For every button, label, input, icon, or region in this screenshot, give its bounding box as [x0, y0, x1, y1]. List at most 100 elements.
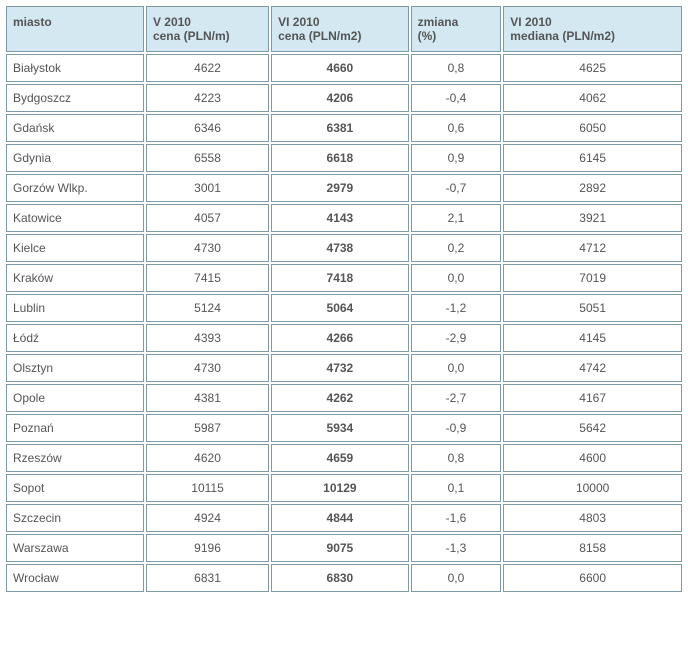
table-row: Gdańsk634663810,66050: [6, 114, 682, 142]
cell-miasto: Sopot: [6, 474, 144, 502]
cell-vi2010: 6830: [271, 564, 408, 592]
cell-vi2010: 10129: [271, 474, 408, 502]
cell-vi2010: 9075: [271, 534, 408, 562]
col-header-vi2010: VI 2010cena (PLN/m2): [271, 6, 408, 52]
cell-v2010: 4622: [146, 54, 269, 82]
cell-zmiana: -1,2: [411, 294, 502, 322]
cell-v2010: 4730: [146, 354, 269, 382]
cell-zmiana: 0,9: [411, 144, 502, 172]
cell-v2010: 4381: [146, 384, 269, 412]
col-header-zmiana: zmiana(%): [411, 6, 502, 52]
table-row: Warszawa91969075-1,38158: [6, 534, 682, 562]
cell-zmiana: 2,1: [411, 204, 502, 232]
col-header-mediana: VI 2010mediana (PLN/m2): [503, 6, 682, 52]
cell-zmiana: -0,4: [411, 84, 502, 112]
cell-mediana: 4712: [503, 234, 682, 262]
cell-miasto: Gorzów Wlkp.: [6, 174, 144, 202]
cell-zmiana: -0,7: [411, 174, 502, 202]
cell-vi2010: 4206: [271, 84, 408, 112]
cell-zmiana: -1,6: [411, 504, 502, 532]
table-row: Rzeszów462046590,84600: [6, 444, 682, 472]
cell-v2010: 4223: [146, 84, 269, 112]
cell-miasto: Wrocław: [6, 564, 144, 592]
cell-v2010: 7415: [146, 264, 269, 292]
cell-vi2010: 2979: [271, 174, 408, 202]
cell-mediana: 7019: [503, 264, 682, 292]
cell-mediana: 6145: [503, 144, 682, 172]
cell-v2010: 4393: [146, 324, 269, 352]
cell-miasto: Szczecin: [6, 504, 144, 532]
cell-zmiana: 0,8: [411, 54, 502, 82]
table-row: Wrocław683168300,06600: [6, 564, 682, 592]
cell-miasto: Poznań: [6, 414, 144, 442]
cell-zmiana: 0,1: [411, 474, 502, 502]
cell-v2010: 6558: [146, 144, 269, 172]
cell-zmiana: 0,8: [411, 444, 502, 472]
table-row: Lublin51245064-1,25051: [6, 294, 682, 322]
cell-mediana: 6600: [503, 564, 682, 592]
cell-zmiana: 0,0: [411, 354, 502, 382]
cell-mediana: 6050: [503, 114, 682, 142]
table-row: Opole43814262-2,74167: [6, 384, 682, 412]
cell-vi2010: 6618: [271, 144, 408, 172]
cell-vi2010: 5064: [271, 294, 408, 322]
cell-zmiana: -1,3: [411, 534, 502, 562]
cell-vi2010: 6381: [271, 114, 408, 142]
cell-v2010: 4924: [146, 504, 269, 532]
table-row: Szczecin49244844-1,64803: [6, 504, 682, 532]
cell-miasto: Rzeszów: [6, 444, 144, 472]
cell-vi2010: 4262: [271, 384, 408, 412]
table-row: Gdynia655866180,96145: [6, 144, 682, 172]
cell-vi2010: 5934: [271, 414, 408, 442]
table-row: Poznań59875934-0,95642: [6, 414, 682, 442]
cell-vi2010: 7418: [271, 264, 408, 292]
cell-mediana: 4625: [503, 54, 682, 82]
cell-miasto: Kielce: [6, 234, 144, 262]
cell-zmiana: -2,9: [411, 324, 502, 352]
cell-vi2010: 4738: [271, 234, 408, 262]
table-row: Katowice405741432,13921: [6, 204, 682, 232]
cell-v2010: 9196: [146, 534, 269, 562]
price-table: miastoV 2010cena (PLN/m)VI 2010cena (PLN…: [4, 4, 684, 594]
cell-vi2010: 4732: [271, 354, 408, 382]
cell-v2010: 4620: [146, 444, 269, 472]
table-row: Bydgoszcz42234206-0,44062: [6, 84, 682, 112]
cell-zmiana: 0,2: [411, 234, 502, 262]
cell-mediana: 5642: [503, 414, 682, 442]
cell-mediana: 4167: [503, 384, 682, 412]
cell-v2010: 10115: [146, 474, 269, 502]
cell-miasto: Katowice: [6, 204, 144, 232]
cell-vi2010: 4659: [271, 444, 408, 472]
cell-mediana: 10000: [503, 474, 682, 502]
cell-v2010: 5124: [146, 294, 269, 322]
cell-zmiana: -2,7: [411, 384, 502, 412]
table-row: Gorzów Wlkp.30012979-0,72892: [6, 174, 682, 202]
cell-miasto: Warszawa: [6, 534, 144, 562]
cell-miasto: Bydgoszcz: [6, 84, 144, 112]
cell-v2010: 4057: [146, 204, 269, 232]
cell-zmiana: 0,6: [411, 114, 502, 142]
cell-mediana: 2892: [503, 174, 682, 202]
table-header: miastoV 2010cena (PLN/m)VI 2010cena (PLN…: [6, 6, 682, 52]
cell-mediana: 4145: [503, 324, 682, 352]
cell-vi2010: 4844: [271, 504, 408, 532]
cell-vi2010: 4660: [271, 54, 408, 82]
cell-mediana: 4600: [503, 444, 682, 472]
cell-v2010: 4730: [146, 234, 269, 262]
cell-v2010: 6346: [146, 114, 269, 142]
cell-miasto: Gdynia: [6, 144, 144, 172]
cell-mediana: 5051: [503, 294, 682, 322]
table-row: Białystok462246600,84625: [6, 54, 682, 82]
table-row: Kraków741574180,07019: [6, 264, 682, 292]
table-row: Łódź43934266-2,94145: [6, 324, 682, 352]
cell-zmiana: 0,0: [411, 564, 502, 592]
cell-mediana: 8158: [503, 534, 682, 562]
cell-vi2010: 4266: [271, 324, 408, 352]
cell-vi2010: 4143: [271, 204, 408, 232]
table-row: Sopot10115101290,110000: [6, 474, 682, 502]
table-body: Białystok462246600,84625Bydgoszcz4223420…: [6, 54, 682, 592]
cell-v2010: 6831: [146, 564, 269, 592]
cell-miasto: Gdańsk: [6, 114, 144, 142]
cell-miasto: Olsztyn: [6, 354, 144, 382]
col-header-miasto: miasto: [6, 6, 144, 52]
